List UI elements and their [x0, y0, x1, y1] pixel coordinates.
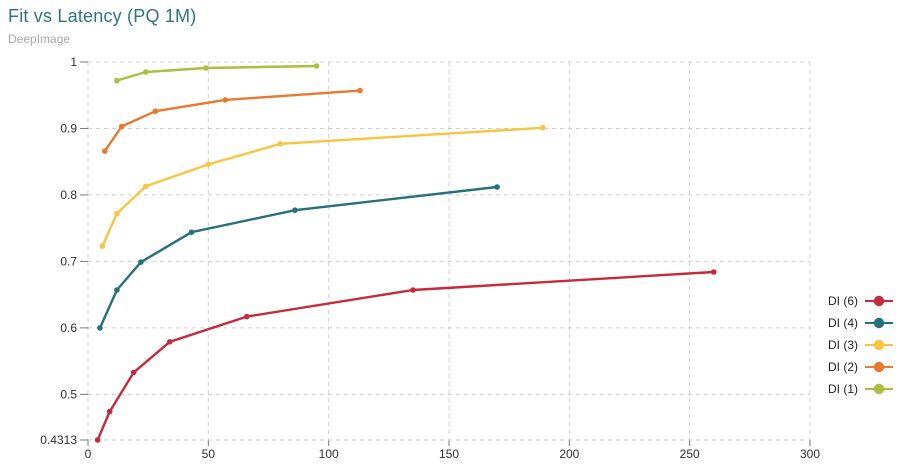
- x-tick-label: 150: [439, 447, 459, 461]
- legend-line-dot-icon: [865, 383, 893, 394]
- data-point: [540, 125, 546, 131]
- legend-label: DI (3): [828, 337, 858, 352]
- data-point: [222, 97, 228, 103]
- data-point: [357, 87, 363, 94]
- x-tick-label: 100: [319, 447, 339, 461]
- data-point: [99, 243, 106, 249]
- legend-item: DI (4): [828, 314, 893, 331]
- legend-line-dot-icon: [865, 339, 893, 350]
- data-point: [292, 207, 298, 213]
- data-point: [94, 437, 101, 443]
- data-point: [114, 77, 120, 84]
- chart-title: Fit vs Latency (PQ 1M): [8, 6, 197, 26]
- legend-item: DI (6): [828, 292, 893, 309]
- data-point: [277, 141, 284, 147]
- x-tick-label: 250: [680, 447, 700, 461]
- data-point: [152, 108, 159, 114]
- series-line-di-1: [115, 64, 318, 82]
- x-tick-label: 300: [800, 447, 820, 461]
- y-tick-label: 0.7: [60, 254, 77, 268]
- legend-label: DI (6): [828, 293, 858, 308]
- data-point: [106, 408, 113, 415]
- series-line-di-4: [98, 185, 499, 330]
- y-tick-label: 1: [70, 55, 77, 69]
- data-point: [188, 229, 195, 235]
- data-point: [203, 65, 209, 71]
- data-point: [143, 69, 149, 75]
- data-point: [114, 287, 120, 293]
- y-tick-label: 0.8: [60, 188, 77, 202]
- x-tick-label: 200: [559, 447, 579, 461]
- y-tick-label: 0.9: [60, 121, 77, 135]
- series-line-di-3: [101, 126, 545, 248]
- data-point: [102, 148, 108, 154]
- legend-item: DI (2): [828, 358, 893, 375]
- data-point: [410, 287, 416, 293]
- chart-subtitle: DeepImage: [8, 32, 71, 46]
- data-point: [143, 183, 149, 190]
- series-line-di-6: [96, 270, 715, 442]
- legend-item: DI (1): [828, 380, 893, 397]
- data-point: [167, 339, 173, 345]
- legend-label: DI (2): [828, 359, 858, 374]
- data-point: [130, 369, 137, 376]
- x-tick-label: 0: [85, 447, 92, 461]
- legend-line-dot-icon: [865, 295, 893, 306]
- legend-line-dot-icon: [865, 317, 893, 328]
- data-point: [205, 161, 212, 168]
- data-point: [244, 313, 250, 320]
- data-point: [313, 63, 320, 69]
- data-point: [97, 325, 103, 331]
- legend-label: DI (1): [828, 381, 858, 396]
- data-point: [494, 184, 500, 190]
- data-point: [138, 259, 144, 265]
- legend-line-dot-icon: [865, 361, 893, 372]
- legend: DI (6) DI (4) DI (3) DI (2) DI (1): [828, 292, 893, 397]
- data-point: [114, 210, 120, 217]
- y-tick-label: 0.6: [60, 321, 77, 335]
- y-tick-label: 0.4313: [40, 433, 77, 447]
- legend-item: DI (3): [828, 336, 893, 353]
- x-tick-label: 50: [202, 447, 216, 461]
- data-point: [710, 269, 717, 275]
- data-point: [118, 123, 125, 130]
- legend-label: DI (4): [828, 315, 858, 330]
- y-tick-label: 0.5: [60, 387, 77, 401]
